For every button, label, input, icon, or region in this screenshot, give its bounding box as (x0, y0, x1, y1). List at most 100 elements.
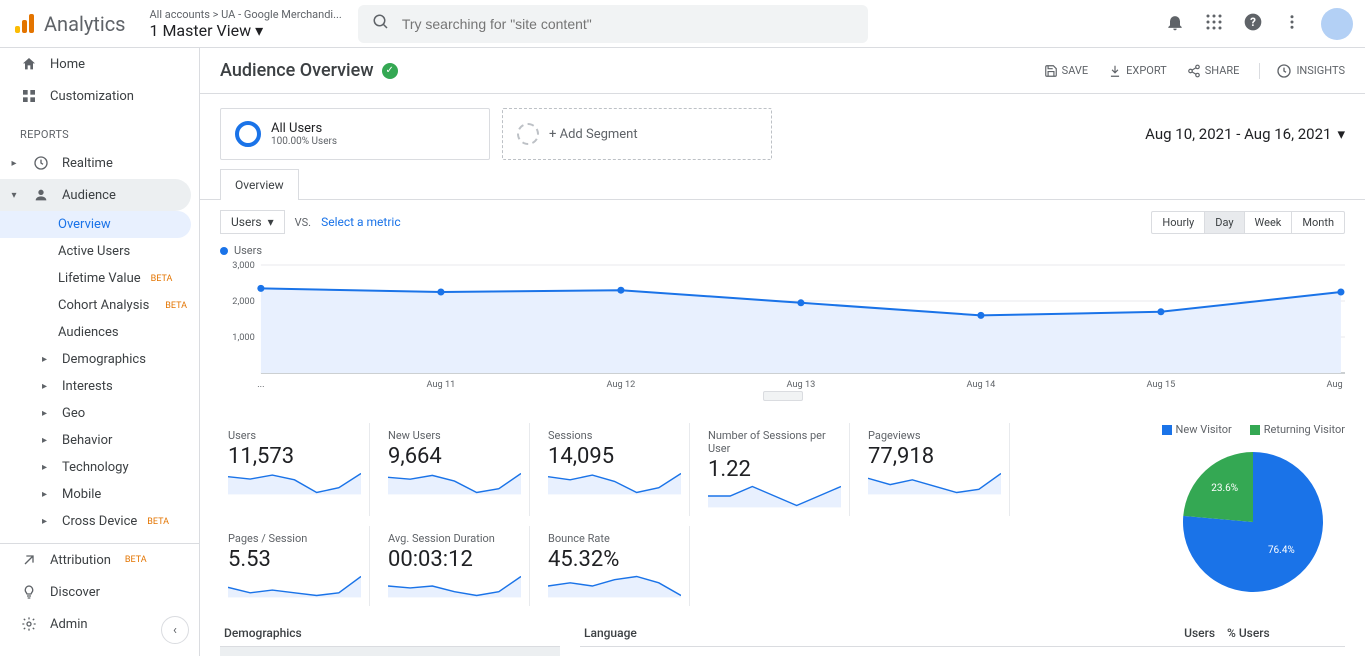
tabs: Overview (200, 168, 1365, 200)
clock-icon (32, 155, 50, 171)
search-input[interactable] (402, 16, 854, 32)
search-box[interactable] (358, 5, 868, 43)
tile-value: 9,664 (388, 442, 521, 471)
legend-color-icon (1250, 425, 1260, 435)
attribution-icon (20, 552, 38, 568)
sidebar-item-home[interactable]: Home (0, 48, 199, 80)
tab-overview[interactable]: Overview (220, 169, 299, 200)
add-segment-button[interactable]: + Add Segment (502, 108, 772, 160)
visitor-pie-block: New VisitorReturning Visitor 76.4%23.6% (1162, 423, 1345, 606)
chevron-left-icon: ‹ (173, 623, 177, 638)
tile-value: 45.32% (548, 545, 681, 574)
sparkline (228, 574, 361, 598)
tile-number-of-sessions-per-user[interactable]: Number of Sessions per User 1.22 (700, 423, 850, 516)
svg-text:...: ... (257, 380, 264, 390)
sidebar-sub-mobile[interactable]: ▸Mobile (0, 481, 199, 508)
pie-legend: New VisitorReturning Visitor (1162, 423, 1345, 436)
lightbulb-icon (20, 584, 38, 600)
sidebar-item-audience[interactable]: ▾ Audience (0, 179, 191, 211)
apps-icon[interactable] (1205, 13, 1223, 35)
tile-label: Pageviews (868, 429, 1001, 442)
tile-label: Sessions (548, 429, 681, 442)
granularity-day[interactable]: Day (1204, 212, 1243, 233)
insights-button[interactable]: INSIGHTS (1259, 63, 1345, 79)
account-selector[interactable]: All accounts > UA - Google Merchandi... … (150, 8, 342, 40)
search-icon (372, 13, 390, 35)
sidebar-item-discover[interactable]: Discover (0, 576, 199, 608)
sidebar-sub-technology[interactable]: ▸Technology (0, 454, 199, 481)
sidebar-item-label: Admin (50, 617, 88, 632)
sidebar-item-label: Discover (50, 585, 100, 600)
sidebar-section-reports: REPORTS (0, 112, 199, 147)
caret-down-icon: ▾ (1337, 125, 1345, 143)
select-metric-link[interactable]: Select a metric (321, 215, 401, 229)
metric-dropdown[interactable]: Users▾ (220, 210, 285, 234)
account-view: 1 Master View ▾ (150, 21, 342, 40)
tile-pages-session[interactable]: Pages / Session 5.53 (220, 526, 370, 606)
date-scrubber[interactable] (220, 391, 1345, 401)
chevron-right-icon: ▸ (42, 489, 54, 500)
caret-down-icon: ▾ (255, 21, 263, 40)
save-button[interactable]: SAVE (1044, 64, 1089, 78)
more-vert-icon[interactable] (1283, 13, 1301, 35)
header-actions: SAVE EXPORT SHARE INSIGHTS (1044, 63, 1345, 79)
chevron-down-icon: ▾ (8, 190, 20, 201)
sidebar-sub-demographics[interactable]: ▸Demographics (0, 346, 199, 373)
svg-text:Aug 12: Aug 12 (607, 380, 636, 390)
col-pct-users: % Users (1215, 626, 1341, 640)
help-icon[interactable]: ? (1243, 12, 1263, 36)
line-chart-block: Users 1,0002,0003,000...Aug 11Aug 12Aug … (200, 240, 1365, 411)
svg-text:23.6%: 23.6% (1211, 483, 1238, 494)
tile-bounce-rate[interactable]: Bounce Rate 45.32% (540, 526, 690, 606)
collapse-sidebar-button[interactable]: ‹ (161, 616, 189, 644)
chevron-right-icon: ▸ (42, 408, 54, 419)
logo[interactable]: Analytics (12, 12, 126, 36)
chevron-right-icon: ▸ (42, 381, 54, 392)
sidebar-item-attribution[interactable]: AttributionBETA (0, 544, 199, 576)
tile-users[interactable]: Users 11,573 (220, 423, 370, 516)
export-button[interactable]: EXPORT (1108, 64, 1167, 78)
granularity-hourly[interactable]: Hourly (1152, 212, 1204, 233)
save-icon (1044, 64, 1058, 78)
sidebar-item-realtime[interactable]: ▸ Realtime (0, 147, 199, 179)
granularity-selector: HourlyDayWeekMonth (1151, 211, 1345, 234)
sidebar-sub-interests[interactable]: ▸Interests (0, 373, 199, 400)
sidebar-sub-cohort[interactable]: Cohort AnalysisBETA (0, 292, 199, 319)
share-button[interactable]: SHARE (1187, 64, 1240, 78)
sidebar-sub-geo[interactable]: ▸Geo (0, 400, 199, 427)
sidebar-sub-overview[interactable]: Overview (0, 211, 191, 238)
sidebar-sub-audiences[interactable]: Audiences (0, 319, 199, 346)
notifications-icon[interactable] (1165, 12, 1185, 36)
segment-all-users[interactable]: All Users 100.00% Users (220, 108, 490, 160)
date-range-picker[interactable]: Aug 10, 2021 - Aug 16, 2021 ▾ (1145, 125, 1345, 143)
content: Audience Overview ✓ SAVE EXPORT SHARE IN… (200, 48, 1365, 656)
demographics-row: Demographics Language▸Country Language U… (200, 606, 1365, 656)
visitor-pie-chart[interactable]: 76.4%23.6% (1173, 442, 1333, 602)
granularity-month[interactable]: Month (1291, 212, 1344, 233)
demo-item-language[interactable]: Language▸ (220, 647, 560, 656)
tile-avg-session-duration[interactable]: Avg. Session Duration 00:03:12 (380, 526, 530, 606)
tile-pageviews[interactable]: Pageviews 77,918 (860, 423, 1010, 516)
sidebar-item-customization[interactable]: Customization (0, 80, 199, 112)
tile-sessions[interactable]: Sessions 14,095 (540, 423, 690, 516)
sidebar-sub-active-users[interactable]: Active Users (0, 238, 199, 265)
lang-row[interactable]: 1. en-us 7,373 63.15% (580, 647, 1345, 656)
tile-label: Number of Sessions per User (708, 429, 841, 455)
chevron-right-icon: ▸ (42, 354, 54, 365)
gear-icon (20, 616, 38, 632)
sidebar-sub-lifetime-value[interactable]: Lifetime ValueBETA (0, 265, 199, 292)
tile-new-users[interactable]: New Users 9,664 (380, 423, 530, 516)
sidebar-item-label: Audience (62, 188, 116, 203)
svg-text:Aug 16: Aug 16 (1327, 380, 1345, 390)
granularity-week[interactable]: Week (1244, 212, 1292, 233)
analytics-logo-icon (12, 12, 36, 36)
svg-text:Aug 15: Aug 15 (1147, 380, 1176, 390)
series-label: Users (234, 244, 262, 257)
sparkline (388, 471, 521, 495)
home-icon (20, 56, 38, 72)
sidebar-sub-behavior[interactable]: ▸Behavior (0, 427, 199, 454)
tile-label: Avg. Session Duration (388, 532, 521, 545)
users-line-chart[interactable]: 1,0002,0003,000...Aug 11Aug 12Aug 13Aug … (220, 261, 1345, 391)
avatar[interactable] (1321, 8, 1353, 40)
sidebar-sub-cross-device[interactable]: ▸Cross DeviceBETA (0, 508, 199, 535)
